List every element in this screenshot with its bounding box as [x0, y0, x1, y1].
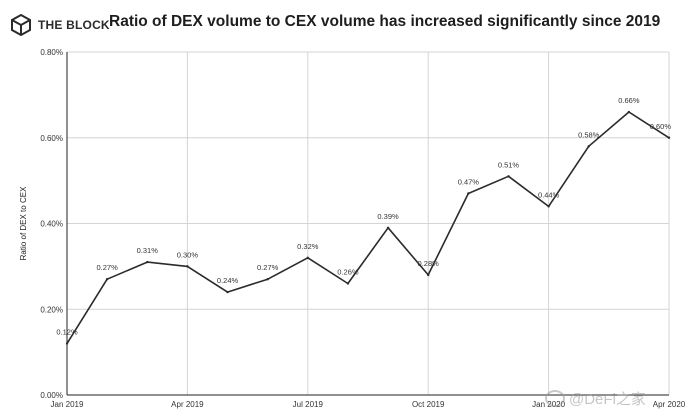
data-point — [346, 282, 350, 285]
data-label: 0.44% — [538, 190, 560, 199]
data-label: 0.47% — [458, 177, 480, 186]
watermark-text: @DeFi之家 — [569, 391, 646, 408]
data-point — [547, 205, 550, 208]
data-point — [427, 273, 430, 277]
data-label: 0.30% — [177, 250, 199, 259]
data-point — [105, 278, 109, 281]
y-tick-label: 0.60% — [40, 134, 63, 143]
weibo-icon — [545, 390, 565, 407]
y-tick-label: 0.80% — [40, 48, 63, 57]
data-point — [146, 260, 149, 264]
watermark: @DeFi之家 — [545, 388, 646, 409]
data-label: 0.26% — [337, 268, 359, 277]
x-tick-label: Jan 2019 — [51, 400, 84, 409]
data-label: 0.66% — [618, 96, 640, 105]
data-point — [306, 256, 309, 259]
logo-text: THE BLOCK — [38, 18, 110, 32]
data-label: 0.58% — [578, 130, 600, 139]
data-point — [667, 136, 671, 139]
data-point — [266, 278, 269, 281]
data-label: 0.39% — [377, 212, 399, 221]
data-point — [386, 226, 390, 229]
x-tick-label: Apr 2020 — [653, 400, 686, 409]
y-tick-label: 0.40% — [40, 220, 63, 229]
data-point — [627, 110, 631, 114]
data-label: 0.60% — [650, 122, 672, 131]
y-tick-label: 0.00% — [40, 391, 63, 400]
cube-logo-icon — [11, 14, 31, 36]
series-line — [66, 111, 670, 345]
y-tick-label: 0.20% — [40, 305, 63, 314]
data-label: 0.27% — [96, 263, 118, 272]
data-point — [65, 342, 69, 345]
data-point — [587, 145, 590, 148]
data-point — [226, 290, 229, 294]
data-point — [507, 175, 510, 178]
brand-logo: THE BLOCK — [11, 14, 110, 36]
chart-title: Ratio of DEX volume to CEX volume has in… — [109, 13, 661, 30]
data-label: 0.27% — [257, 263, 279, 272]
data-label: 0.32% — [297, 242, 319, 251]
y-axis-title: Ratio of DEX to CEX — [19, 186, 28, 260]
data-label: 0.31% — [137, 246, 159, 255]
data-point — [467, 192, 470, 195]
x-tick-label: Oct 2019 — [412, 400, 445, 409]
x-tick-label: Jul 2019 — [293, 400, 324, 409]
data-point — [186, 265, 189, 268]
data-label: 0.12% — [56, 328, 78, 337]
data-label: 0.28% — [418, 259, 440, 268]
data-label: 0.51% — [498, 160, 520, 169]
x-tick-label: Apr 2019 — [171, 400, 204, 409]
data-label: 0.24% — [217, 276, 239, 285]
